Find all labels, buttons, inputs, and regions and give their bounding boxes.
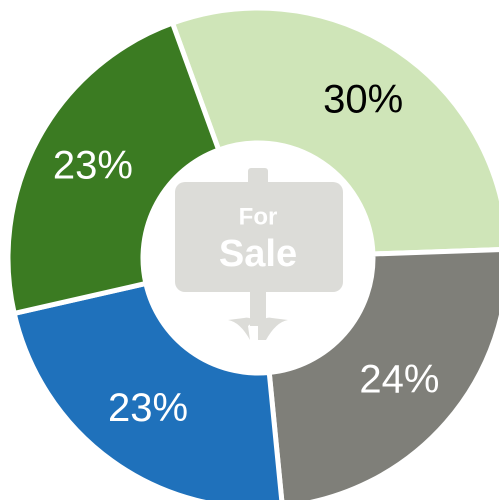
- for-sale-icon: For Sale: [175, 168, 343, 340]
- slice: [266, 247, 499, 500]
- data-label: 24%: [359, 357, 439, 401]
- sign-post: [250, 290, 266, 326]
- data-label: 23%: [108, 386, 188, 430]
- slices: 30% 24% 23% 23%: [5, 5, 499, 500]
- sign-text: Sale: [219, 233, 297, 275]
- slice: [169, 5, 499, 257]
- sign-text: For: [239, 203, 278, 230]
- grass: [228, 317, 288, 340]
- slice: [5, 19, 222, 317]
- sign-board: [175, 182, 343, 292]
- data-label: 23%: [53, 144, 133, 188]
- slice: [11, 280, 285, 500]
- data-label: 30%: [323, 78, 403, 122]
